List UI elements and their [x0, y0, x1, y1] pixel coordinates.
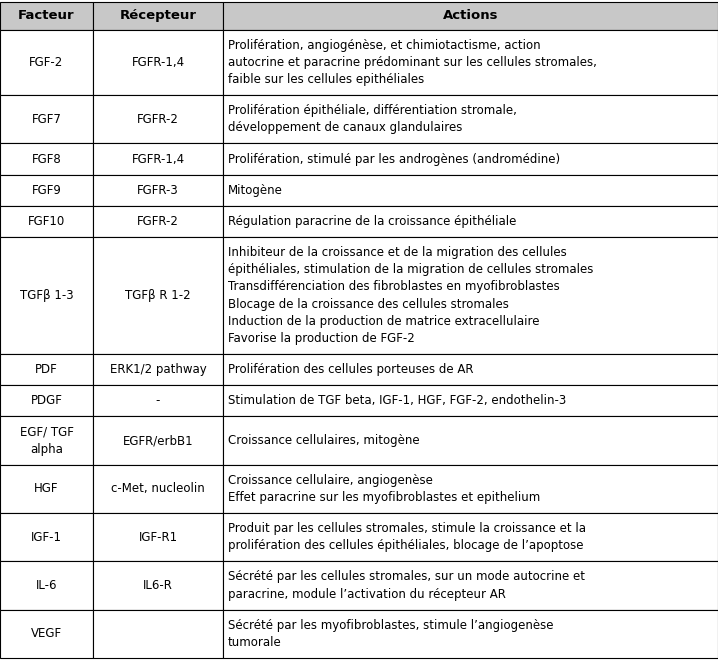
- Bar: [93, 95, 223, 143]
- Text: Actions: Actions: [443, 9, 498, 22]
- Bar: [223, 206, 718, 237]
- Bar: [93, 2, 223, 30]
- Text: FGFR-3: FGFR-3: [137, 184, 179, 197]
- Bar: [0, 354, 93, 385]
- Bar: [0, 562, 93, 610]
- Text: Sécrété par les myofibroblastes, stimule l’angiogenèse: Sécrété par les myofibroblastes, stimule…: [228, 619, 554, 632]
- Bar: [223, 175, 718, 206]
- Text: FGF8: FGF8: [32, 152, 61, 166]
- Text: FGF7: FGF7: [32, 113, 62, 126]
- Bar: [93, 385, 223, 416]
- Text: prolifération des cellules épithéliales, blocage de l’apoptose: prolifération des cellules épithéliales,…: [228, 539, 584, 552]
- Bar: [93, 206, 223, 237]
- Text: c-Met, nucleolin: c-Met, nucleolin: [111, 482, 205, 496]
- Text: Régulation paracrine de la croissance épithéliale: Régulation paracrine de la croissance ép…: [228, 215, 516, 228]
- Bar: [223, 95, 718, 143]
- Text: Sécrété par les cellules stromales, sur un mode autocrine et: Sécrété par les cellules stromales, sur …: [228, 570, 585, 583]
- Bar: [93, 513, 223, 562]
- Text: EGF/ TGF: EGF/ TGF: [19, 426, 73, 438]
- Text: Prolifération, stimulé par les androgènes (andromédine): Prolifération, stimulé par les androgène…: [228, 152, 560, 166]
- Text: FGF10: FGF10: [28, 215, 65, 228]
- Bar: [0, 30, 93, 95]
- Bar: [0, 385, 93, 416]
- Bar: [223, 610, 718, 658]
- Text: Mitogène: Mitogène: [228, 184, 283, 197]
- Text: FGF9: FGF9: [32, 184, 62, 197]
- Text: IL6-R: IL6-R: [143, 579, 173, 592]
- Text: FGFR-2: FGFR-2: [137, 113, 179, 126]
- Text: Prolifération des cellules porteuses de AR: Prolifération des cellules porteuses de …: [228, 363, 473, 376]
- Bar: [223, 143, 718, 175]
- Bar: [223, 30, 718, 95]
- Text: FGFR-1,4: FGFR-1,4: [131, 152, 185, 166]
- Text: IGF-1: IGF-1: [31, 531, 62, 544]
- Bar: [223, 354, 718, 385]
- Text: -: -: [156, 394, 160, 407]
- Bar: [93, 237, 223, 354]
- Text: alpha: alpha: [30, 443, 63, 455]
- Bar: [0, 237, 93, 354]
- Bar: [0, 513, 93, 562]
- Text: Croissance cellulaire, angiogenèse: Croissance cellulaire, angiogenèse: [228, 474, 433, 487]
- Bar: [223, 385, 718, 416]
- Text: IL-6: IL-6: [36, 579, 57, 592]
- Bar: [223, 465, 718, 513]
- Text: Produit par les cellules stromales, stimule la croissance et la: Produit par les cellules stromales, stim…: [228, 522, 586, 535]
- Bar: [223, 416, 718, 465]
- Bar: [223, 513, 718, 562]
- Bar: [93, 354, 223, 385]
- Bar: [0, 175, 93, 206]
- Text: FGFR-2: FGFR-2: [137, 215, 179, 228]
- Text: IGF-R1: IGF-R1: [139, 531, 177, 544]
- Text: ERK1/2 pathway: ERK1/2 pathway: [110, 363, 206, 376]
- Text: PDGF: PDGF: [31, 394, 62, 407]
- Text: Prolifération épithéliale, différentiation stromale,: Prolifération épithéliale, différentiati…: [228, 104, 517, 117]
- Text: Croissance cellulaires, mitogène: Croissance cellulaires, mitogène: [228, 434, 419, 447]
- Text: Inhibiteur de la croissance et de la migration des cellules: Inhibiteur de la croissance et de la mig…: [228, 246, 567, 259]
- Text: épithéliales, stimulation de la migration de cellules stromales: épithéliales, stimulation de la migratio…: [228, 263, 593, 277]
- Text: développement de canaux glandulaires: développement de canaux glandulaires: [228, 121, 462, 135]
- Text: FGFR-1,4: FGFR-1,4: [131, 56, 185, 69]
- Text: Récepteur: Récepteur: [119, 9, 197, 22]
- Text: VEGF: VEGF: [31, 628, 62, 640]
- Text: FGF-2: FGF-2: [29, 56, 64, 69]
- Text: Induction de la production de matrice extracellulaire: Induction de la production de matrice ex…: [228, 315, 539, 327]
- Bar: [0, 95, 93, 143]
- Text: Favorise la production de FGF-2: Favorise la production de FGF-2: [228, 332, 415, 345]
- Text: faible sur les cellules epithéliales: faible sur les cellules epithéliales: [228, 73, 424, 86]
- Bar: [223, 2, 718, 30]
- Bar: [0, 2, 93, 30]
- Text: Prolifération, angiogénèse, et chimiotactisme, action: Prolifération, angiogénèse, et chimiotac…: [228, 39, 541, 52]
- Bar: [93, 610, 223, 658]
- Bar: [223, 237, 718, 354]
- Bar: [93, 562, 223, 610]
- Bar: [0, 416, 93, 465]
- Text: Stimulation de TGF beta, IGF-1, HGF, FGF-2, endothelin-3: Stimulation de TGF beta, IGF-1, HGF, FGF…: [228, 394, 567, 407]
- Text: PDF: PDF: [35, 363, 58, 376]
- Bar: [93, 30, 223, 95]
- Bar: [93, 175, 223, 206]
- Text: Facteur: Facteur: [18, 9, 75, 22]
- Bar: [0, 143, 93, 175]
- Text: Effet paracrine sur les myofibroblastes et epithelium: Effet paracrine sur les myofibroblastes …: [228, 491, 540, 504]
- Bar: [93, 465, 223, 513]
- Bar: [0, 465, 93, 513]
- Bar: [0, 206, 93, 237]
- Text: Transdifférenciation des fibroblastes en myofibroblastes: Transdifférenciation des fibroblastes en…: [228, 280, 560, 294]
- Text: Blocage de la croissance des cellules stromales: Blocage de la croissance des cellules st…: [228, 298, 509, 311]
- Text: TGFβ R 1-2: TGFβ R 1-2: [125, 289, 191, 302]
- Text: HGF: HGF: [34, 482, 59, 496]
- Bar: [223, 562, 718, 610]
- Text: TGFβ 1-3: TGFβ 1-3: [19, 289, 73, 302]
- Text: EGFR/erbB1: EGFR/erbB1: [123, 434, 193, 447]
- Bar: [93, 143, 223, 175]
- Text: autocrine et paracrine prédominant sur les cellules stromales,: autocrine et paracrine prédominant sur l…: [228, 56, 597, 69]
- Text: tumorale: tumorale: [228, 636, 281, 649]
- Text: paracrine, module l’activation du récepteur AR: paracrine, module l’activation du récept…: [228, 587, 506, 601]
- Bar: [93, 416, 223, 465]
- Bar: [0, 610, 93, 658]
